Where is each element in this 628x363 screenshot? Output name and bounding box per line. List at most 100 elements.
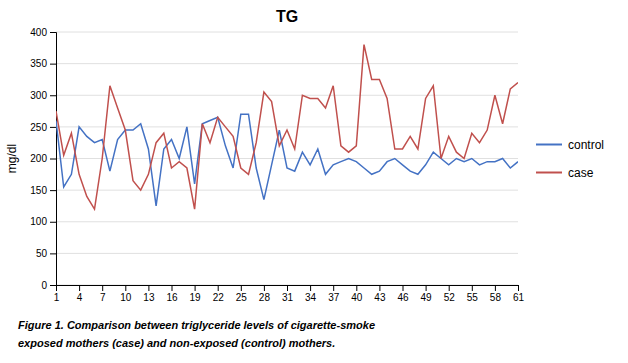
legend: control case [536,138,604,180]
x-tick-mark [287,285,288,291]
y-tick-mark [50,64,56,65]
x-tick-mark [218,285,219,291]
grid-line [56,63,518,64]
x-axis-line [57,286,519,292]
x-tick-mark [495,285,496,291]
legend-item: control [536,138,604,152]
x-tick-label: 46 [397,292,409,303]
y-tick: 100 [30,216,56,227]
legend-item: case [536,166,594,180]
y-tick-label: 100 [30,216,47,227]
x-tick-mark [172,285,173,291]
x-tick: 1 [54,285,60,303]
x-tick-mark [241,285,242,291]
x-tick-label: 58 [490,292,502,303]
x-tick-label: 34 [305,292,317,303]
x-tick-label: 49 [421,292,433,303]
x-tick-mark [125,285,126,291]
y-tick-label: 400 [30,27,47,38]
x-tick: 52 [444,285,456,303]
x-tick-mark [403,285,404,291]
x-tick: 25 [236,285,248,303]
caption: exposed mothers (case) and non-exposed (… [18,337,335,349]
x-tick-mark [333,285,334,291]
y-tick-mark [50,159,56,160]
y-tick: 350 [30,58,56,69]
grid-line [56,190,518,191]
y-axis: 0 50 100 150 200 250 300 350 400 [30,27,56,291]
y-tick-mark [50,253,56,254]
grid-line [56,158,518,159]
y-tick-mark [50,285,56,286]
y-tick-mark [50,190,56,191]
y-tick: 200 [30,153,56,164]
x-tick-mark [102,285,103,291]
plot: 1 4 7 10 13 16 19 22 25 28 31 34 37 40 43 46 49 52 55 58 61 0… [30,27,524,303]
x-tick-label: 7 [100,292,106,303]
x-tick: 46 [397,285,409,303]
x-tick-mark [426,285,427,291]
x-tick-label: 31 [282,292,294,303]
y-tick-mark [50,127,56,128]
x-tick-label: 55 [467,292,479,303]
y-tick-mark [50,95,56,96]
grid [56,32,518,285]
x-tick: 40 [351,285,363,303]
x-tick-label: 43 [374,292,386,303]
x-tick: 16 [166,285,178,303]
grid-line [56,32,518,33]
y-tick-label: 150 [30,185,47,196]
x-axis: 1 4 7 10 13 16 19 22 25 28 31 34 37 40 43 46 49 52 55 58 61 [54,285,525,303]
x-tick-label: 4 [77,292,83,303]
y-tick: 0 [41,280,56,291]
x-tick-label: 28 [259,292,271,303]
x-tick-label: 37 [328,292,340,303]
x-tick: 31 [282,285,294,303]
x-tick: 49 [421,285,433,303]
x-tick: 10 [120,285,132,303]
x-tick-mark [264,285,265,291]
y-tick: 300 [30,90,56,101]
x-tick-mark [148,285,149,291]
series-group [56,45,518,209]
x-tick-mark [379,285,380,291]
y-tick-label: 300 [30,90,47,101]
x-tick-label: 19 [190,292,202,303]
y-axis-line [50,33,57,286]
x-tick: 61 [513,285,525,303]
y-tick: 400 [30,27,56,38]
x-tick-label: 16 [166,292,178,303]
series-line [56,45,518,209]
legend-swatch [536,172,562,174]
y-tick: 250 [30,122,56,133]
y-tick-label: 200 [30,153,47,164]
x-tick-mark [310,285,311,291]
x-tick-mark [195,285,196,291]
x-tick-label: 13 [143,292,155,303]
y-axis-title: mg/dl [5,144,19,173]
y-tick-label: 250 [30,122,47,133]
x-tick: 13 [143,285,155,303]
x-tick: 22 [213,285,225,303]
x-tick: 58 [490,285,502,303]
x-tick-label: 25 [236,292,248,303]
y-tick-label: 50 [36,248,48,259]
grid-line [56,253,518,254]
legend-swatch [536,144,562,146]
y-tick: 150 [30,185,56,196]
x-tick-label: 1 [54,292,60,303]
x-tick: 28 [259,285,271,303]
x-tick: 43 [374,285,386,303]
x-tick-mark [79,285,80,291]
caption: Figure 1. Comparison between triglycerid… [18,319,375,331]
x-tick-label: 10 [120,292,132,303]
y-tick-label: 350 [30,58,47,69]
x-tick-label: 52 [444,292,456,303]
legend-label: control [568,138,604,152]
title: TG [276,8,298,25]
x-tick: 34 [305,285,317,303]
y-tick-mark [50,222,56,223]
x-tick: 55 [467,285,479,303]
y-tick-mark [50,32,56,33]
grid-line [56,95,518,96]
